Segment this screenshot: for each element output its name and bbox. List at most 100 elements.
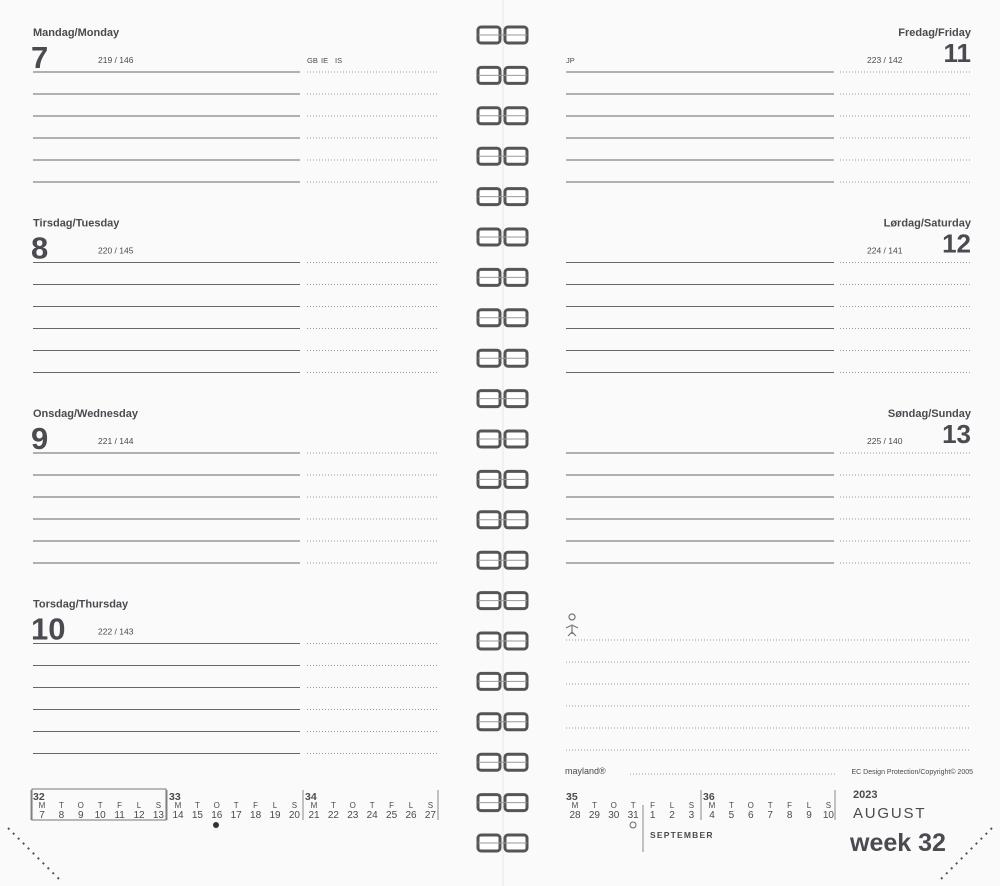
calendar-date: 4 [709, 810, 715, 821]
weekday-letter: O [350, 801, 356, 810]
calendar-date: 30 [608, 810, 620, 821]
calendar-date: 21 [308, 810, 320, 821]
weekday-letter: T [729, 801, 734, 810]
brand: mayland® [565, 766, 606, 776]
weekday-letter: M [39, 801, 46, 810]
day-number: 12 [942, 229, 971, 259]
weekday-letter: F [650, 801, 655, 810]
calendar-date: 27 [425, 810, 437, 821]
weekday-letter: F [253, 801, 258, 810]
calendar-date: 29 [589, 810, 601, 821]
weekday-letter: T [98, 801, 103, 810]
calendar-date: 13 [153, 810, 165, 821]
weekday-letter: T [195, 801, 200, 810]
calendar-date: 14 [172, 810, 184, 821]
weekday-letter: L [670, 801, 675, 810]
calendar-date: 23 [347, 810, 359, 821]
calendar-date: 5 [729, 810, 735, 821]
weekday-letter: O [214, 801, 220, 810]
person-icon [565, 613, 579, 637]
calendar-date: 20 [289, 810, 301, 821]
calendar-date: 7 [39, 810, 45, 821]
weekday-letter: T [234, 801, 239, 810]
weekday-letter: F [117, 801, 122, 810]
weekday-letter: S [826, 801, 831, 810]
weekday-letter: L [409, 801, 414, 810]
weekday-letter: T [370, 801, 375, 810]
day-name: Fredag/Friday [898, 27, 972, 39]
holiday-code: IS [335, 56, 342, 65]
calendar-date: 11 [114, 810, 125, 821]
calendar-date: 12 [133, 810, 145, 821]
calendar-date: 1 [650, 810, 656, 821]
week-number: 33 [169, 791, 181, 803]
weekday-letter: M [709, 801, 716, 810]
calendar-date: 19 [269, 810, 281, 821]
holiday-code: IE [321, 56, 328, 65]
day-count: 223 / 142 [867, 55, 903, 65]
calendar-date: 7 [767, 810, 773, 821]
copyright: EC Design Protection/Copyright© 2005 [852, 768, 974, 776]
weekday-letter: M [311, 801, 318, 810]
day-number: 13 [942, 419, 971, 449]
calendar-date: 25 [386, 810, 398, 821]
day-count: 219 / 146 [98, 55, 134, 65]
day-number: 9 [31, 421, 48, 456]
day-count: 222 / 143 [98, 627, 134, 637]
weekday-letter: O [78, 801, 84, 810]
month: AUGUST [853, 805, 926, 822]
weekday-letter: L [807, 801, 812, 810]
current-week-box [31, 788, 167, 821]
year: 2023 [853, 789, 877, 801]
day-number: 10 [31, 612, 65, 647]
day-name: Tirsdag/Tuesday [33, 218, 120, 230]
next-month: SEPTEMBER [650, 830, 714, 840]
weekday-letter: F [787, 801, 792, 810]
weekday-letter: L [273, 801, 278, 810]
calendar-date: 24 [367, 810, 379, 821]
calendar-date: 10 [823, 810, 835, 821]
holiday-code: GB [307, 56, 318, 65]
weekday-letter: F [389, 801, 394, 810]
weekday-letter: O [611, 801, 617, 810]
day-name: Lørdag/Saturday [884, 218, 972, 230]
moon-phase [629, 821, 637, 829]
day-name: Onsdag/Wednesday [33, 408, 139, 420]
weekday-letter: T [592, 801, 597, 810]
week-number: 36 [703, 791, 715, 803]
calendar-date: 15 [192, 810, 204, 821]
calendar-date: 10 [95, 810, 107, 821]
day-name: Torsdag/Thursday [33, 599, 129, 611]
weekday-letter: O [748, 801, 754, 810]
day-name: Søndag/Sunday [888, 408, 972, 420]
corner-perforation [7, 827, 61, 881]
calendar-date: 28 [569, 810, 581, 821]
calendar-date: 22 [328, 810, 340, 821]
calendar-date: 9 [806, 810, 812, 821]
calendar-date: 8 [59, 810, 65, 821]
weekday-letter: T [768, 801, 773, 810]
week-number: 34 [305, 791, 317, 803]
week-number: 32 [33, 791, 45, 803]
day-name: Mandag/Monday [33, 27, 120, 39]
weekday-letter: T [631, 801, 636, 810]
corner-perforation [939, 827, 993, 881]
calendar-date: 6 [748, 810, 754, 821]
moon-phase [213, 822, 219, 828]
weekday-letter: M [175, 801, 182, 810]
calendar-date: 2 [669, 810, 675, 821]
day-count: 220 / 145 [98, 246, 134, 256]
weekday-letter: S [689, 801, 694, 810]
weekday-letter: S [156, 801, 161, 810]
calendar-date: 31 [628, 810, 640, 821]
calendar-date: 3 [689, 810, 695, 821]
calendar-date: 8 [787, 810, 793, 821]
weekday-letter: S [292, 801, 297, 810]
weekday-letter: M [572, 801, 579, 810]
calendar-date: 16 [211, 810, 223, 821]
week-number: 35 [566, 791, 578, 803]
holiday-code: JP [566, 56, 575, 65]
day-count: 221 / 144 [98, 436, 134, 446]
